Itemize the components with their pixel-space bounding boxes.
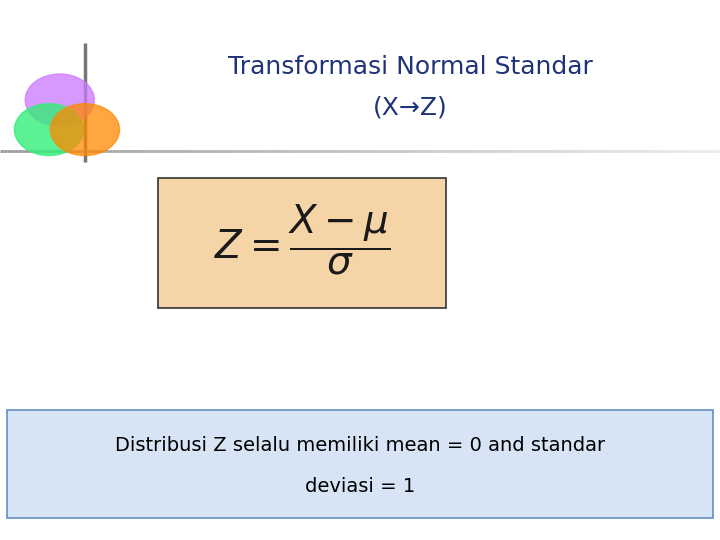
Text: $Z = \dfrac{X - \mu}{\sigma}$: $Z = \dfrac{X - \mu}{\sigma}$ (215, 203, 390, 278)
Text: Transformasi Normal Standar: Transformasi Normal Standar (228, 56, 593, 79)
Circle shape (50, 104, 120, 156)
Text: Distribusi Z selalu memiliki mean = 0 and standar: Distribusi Z selalu memiliki mean = 0 an… (115, 436, 605, 455)
FancyBboxPatch shape (158, 178, 446, 308)
Circle shape (14, 104, 84, 156)
Circle shape (25, 74, 94, 126)
Text: deviasi = 1: deviasi = 1 (305, 476, 415, 496)
Text: (X→Z): (X→Z) (373, 96, 448, 120)
FancyBboxPatch shape (7, 410, 713, 518)
